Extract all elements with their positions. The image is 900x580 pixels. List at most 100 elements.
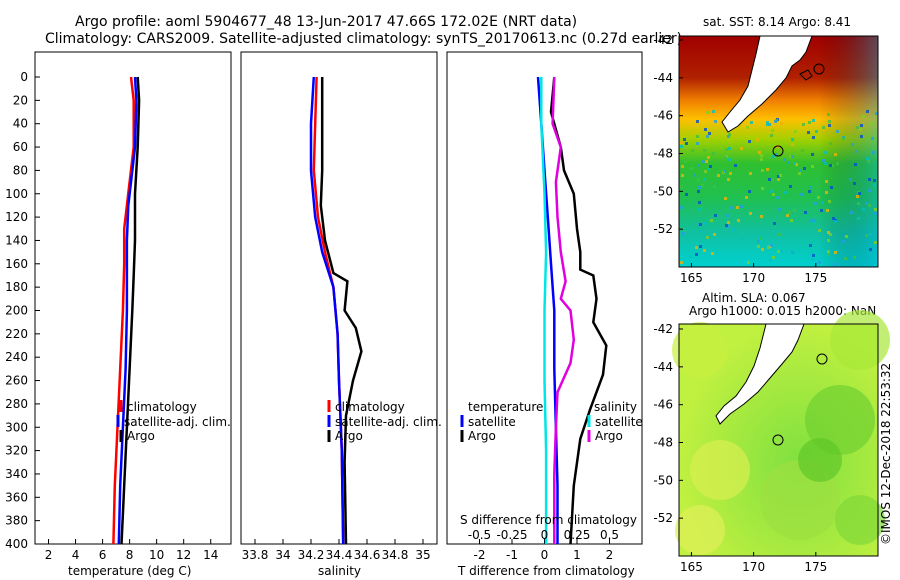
sst-pixel [873, 179, 876, 182]
sst-pixel [828, 200, 831, 203]
legend-label-s-argo: Argo [595, 429, 623, 443]
sst-pixel [748, 190, 751, 193]
sst-pixel [685, 142, 688, 145]
latitude-tick-label: -42 [653, 322, 673, 336]
sst-pixel [872, 151, 875, 154]
sst-pixel [771, 129, 774, 132]
depth-tick-label: 400 [5, 537, 28, 551]
sst-pixel [698, 201, 701, 204]
longitude-tick-label: 165 [680, 560, 703, 574]
sst-pixel [690, 167, 693, 170]
sst-pixel [791, 155, 794, 158]
sla-map: Altim. SLA: 0.067 Argo h1000: 0.015 h200… [653, 291, 890, 574]
sst-pixel [704, 128, 707, 131]
sst-pixel [874, 208, 877, 211]
t-difference-axis: -2 -1 0 1 2 [474, 539, 613, 562]
sst-pixel [685, 193, 688, 196]
sst-pixel [829, 164, 832, 167]
sst-pixel [770, 244, 773, 247]
depth-tick-label: 60 [13, 140, 28, 154]
sst-pixel [772, 193, 775, 196]
depth-tick-label: 200 [5, 304, 28, 318]
sst-pixel [770, 190, 773, 193]
legend-title-temperature: temperature [468, 400, 543, 414]
sla-blob [835, 495, 885, 545]
depth-tick-label: 140 [5, 233, 28, 247]
sla-blob [675, 505, 725, 555]
sst-pixel [747, 145, 750, 148]
sst-pixel [706, 236, 709, 239]
sst-pixel [710, 219, 713, 222]
sst-pixel [723, 170, 726, 173]
sst-pixel [793, 162, 796, 165]
sst-pixel [812, 136, 815, 139]
longitude-tick-label: 175 [804, 560, 827, 574]
sst-pixel [771, 148, 774, 151]
salinity-legend: climatology satellite-adj. clim. Argo [327, 400, 442, 443]
figure-title-line1: Argo profile: aoml 5904677_48 13-Jun-201… [75, 14, 577, 30]
sst-pixel [749, 212, 752, 215]
salinity-tick-label: 34 [275, 548, 290, 562]
latitude-tick-label: -42 [653, 33, 673, 47]
temperature-legend: climatology satellite-adj. clim. Argo [116, 400, 231, 443]
sst-pixel [868, 178, 871, 181]
temperature-tick-label: 10 [149, 548, 164, 562]
sst-pixel [815, 130, 818, 133]
sst-pixel [783, 158, 786, 161]
sst-pixel [709, 165, 712, 168]
sst-pixel [811, 258, 814, 261]
sst-pixel [787, 161, 790, 164]
sst-pixel [809, 186, 812, 189]
sst-pixel [725, 224, 728, 227]
sst-pixel [786, 214, 789, 217]
sst-pixel [707, 168, 710, 171]
sst-pixel [704, 222, 707, 225]
sst-pixel [780, 250, 783, 253]
salinity-tick-label: 35 [415, 548, 430, 562]
series-line-argo [319, 77, 363, 545]
sst-pixel [772, 155, 775, 158]
depth-tick-label: 340 [5, 467, 28, 481]
sst-pixel [828, 120, 831, 123]
sla-blob [805, 385, 875, 455]
temperature-tick-label: 2 [45, 548, 53, 562]
sst-pixel [845, 235, 848, 238]
sst-map: sat. SST: 8.14 Argo: 8.41 165 170 175 -42 -4… [653, 15, 879, 285]
sst-pixel [871, 137, 874, 140]
sst-pixel [760, 154, 763, 157]
salinity-tick-label: 34.8 [382, 548, 409, 562]
sst-pixel [818, 261, 821, 264]
longitude-tick-label: 170 [742, 271, 765, 285]
sst-pixel [761, 169, 764, 172]
sst-pixel [725, 148, 728, 151]
sst-pixel [772, 256, 775, 259]
sst-pixel [813, 221, 816, 224]
sst-pixel [851, 143, 854, 146]
legend-label-climatology: climatology [127, 400, 197, 414]
sst-pixel [704, 170, 707, 173]
sst-pixel [714, 120, 717, 123]
sst-pixel [824, 151, 827, 154]
sst-pixel [775, 153, 778, 156]
sst-pixel [836, 130, 839, 133]
sst-pixel [808, 190, 811, 193]
sst-pixel [829, 233, 832, 236]
salinity-axis: 33.8 34 34.2 34.4 34.6 34.8 35 [242, 539, 431, 562]
sst-argo-location-marker [772, 145, 784, 157]
sst-pixel [776, 196, 779, 199]
sst-pixel [791, 143, 794, 146]
sst-pixel [874, 241, 877, 244]
sst-pixel [706, 135, 709, 138]
depth-tick-label: 320 [5, 444, 28, 458]
sst-pixel [698, 208, 701, 211]
salinity-tick-label: 33.8 [242, 548, 269, 562]
sst-pixel [727, 221, 730, 224]
sst-pixel [777, 175, 780, 178]
depth-tick-label: 0 [20, 70, 28, 84]
sst-pixel [777, 250, 780, 253]
sst-pixel [865, 234, 868, 237]
sst-pixel [771, 178, 774, 181]
sst-pixel [812, 254, 815, 257]
sst-pixel [746, 126, 749, 129]
legend-label-argo: Argo [335, 429, 363, 443]
